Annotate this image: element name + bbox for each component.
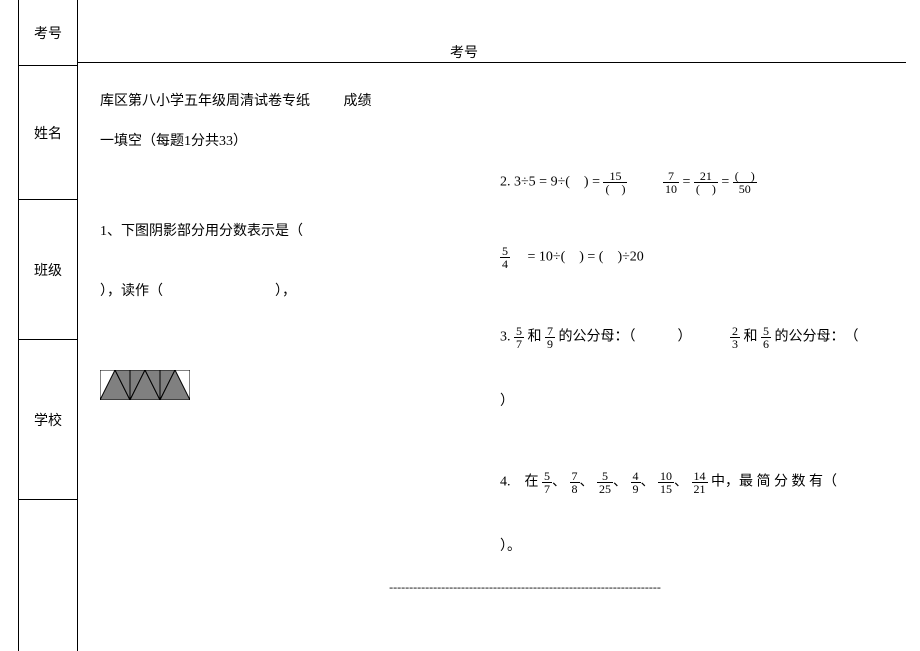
q4-suffix: 中，最 简 分 数 有（	[711, 475, 837, 490]
fraction: 525	[597, 470, 613, 495]
q1-text: 1、下图阴影部分用分数表示是（	[100, 220, 460, 240]
eq: =	[721, 175, 732, 190]
q4-close: ）。	[500, 535, 900, 555]
q3: 3. 57 和 79 的公分母：（ ） 23 和 56 的公分母： （	[500, 325, 900, 350]
fraction: ( )50	[733, 170, 757, 195]
left-column: 1、下图阴影部分用分数表示是（ ），读作（ ），	[100, 160, 460, 405]
sidebar-cell-school: 学校	[19, 340, 77, 500]
sidebar-label: 班级	[34, 260, 62, 280]
dashed-line: ----------------------------------------…	[325, 580, 725, 595]
content-area: 库区第八小学五年级周清试卷专纸 成绩 一填空（每题1分共33） 1、下图阴影部分…	[100, 90, 900, 640]
exam-title: 库区第八小学五年级周清试卷专纸	[100, 94, 310, 109]
q3-and: 和	[528, 330, 542, 345]
fraction: 49	[631, 470, 641, 495]
horizontal-rule	[78, 62, 906, 63]
q3-suffix: 的公分母：（ ）	[559, 330, 727, 345]
fraction: 57	[542, 470, 552, 495]
q1-read: ），读作（ ），	[100, 280, 460, 300]
sidebar-cell-name: 姓名	[19, 66, 77, 200]
sidebar-cell-class: 班级	[19, 200, 77, 340]
right-column: 2. 3÷5 = 9÷( ) = 15( ) 710 = 21( ) = ( )…	[500, 160, 900, 555]
fraction: 78	[570, 470, 580, 495]
q2b-text: = 10÷( ) = ( )÷20	[514, 250, 644, 265]
sidebar: 考号 姓名 班级 学校	[18, 0, 78, 651]
q4: 4. 在 57、 78、 525、 49、 1015、 1421 中，最 简 分…	[500, 470, 900, 495]
q4-prefix: 4. 在	[500, 475, 542, 490]
fraction: 1015	[658, 470, 674, 495]
fraction: 56	[761, 325, 771, 350]
fraction: 710	[663, 170, 679, 195]
fraction: 1421	[692, 470, 708, 495]
page: 考号 姓名 班级 学校 考号 库区第八小学五年级周清试卷专纸 成绩 一填空（每题…	[0, 0, 920, 651]
fraction: 15( )	[603, 170, 627, 195]
q2: 2. 3÷5 = 9÷( ) = 15( ) 710 = 21( ) = ( )…	[500, 170, 900, 195]
fraction: 79	[545, 325, 555, 350]
section-title: 一填空（每题1分共33）	[100, 130, 900, 150]
sep: 、	[641, 475, 655, 490]
score-label: 成绩	[344, 90, 372, 110]
fraction: 21( )	[694, 170, 718, 195]
fraction: 57	[514, 325, 524, 350]
triangles-svg	[100, 370, 190, 400]
sep: 、	[613, 475, 627, 490]
q2-prefix: 2. 3÷5 = 9÷( ) =	[500, 175, 603, 190]
header-exam-number-label: 考号	[450, 42, 478, 62]
q3-close: ）	[500, 390, 900, 410]
sidebar-label: 姓名	[34, 123, 62, 143]
fraction: 54	[500, 245, 510, 270]
sep: 、	[674, 475, 688, 490]
sidebar-cell-blank	[19, 500, 77, 650]
title-row: 库区第八小学五年级周清试卷专纸 成绩	[100, 90, 900, 110]
q3-prefix: 3.	[500, 330, 514, 345]
q3-suffix2: 的公分母： （	[775, 330, 859, 345]
eq: =	[682, 175, 693, 190]
sidebar-label: 学校	[34, 410, 62, 430]
q3-and2: 和	[744, 330, 758, 345]
triangles-figure	[100, 370, 460, 405]
q2b: 54 = 10÷( ) = ( )÷20	[500, 245, 900, 270]
fraction: 23	[730, 325, 740, 350]
sep: 、	[580, 475, 594, 490]
sep: 、	[552, 475, 566, 490]
sidebar-label: 考号	[34, 23, 62, 43]
sidebar-cell-exam-number: 考号	[19, 0, 77, 66]
